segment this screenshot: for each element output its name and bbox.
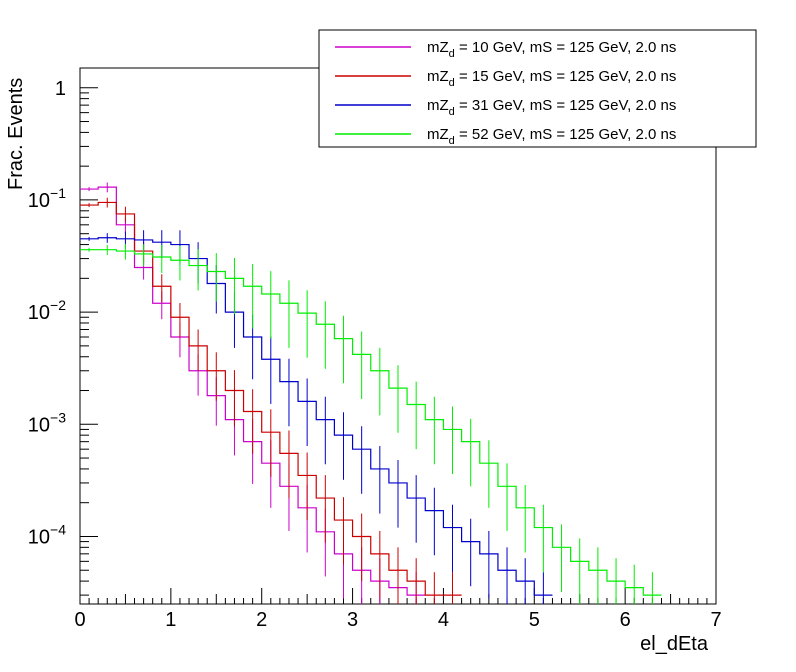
y-tick-label: 10−4 [28,521,66,548]
y-tick-exponent: −1 [50,185,66,201]
y-tick-exponent: −2 [50,297,66,313]
x-tick-label: 2 [256,609,267,631]
y-tick-exponent: −4 [50,521,66,537]
y-tick-mantissa: 10 [28,302,50,324]
legend-label-prefix: mZ [427,97,449,114]
x-axis-title: el_dEta [640,633,709,655]
y-tick-label: 10−3 [28,409,66,436]
series-line [80,237,553,596]
legend-label: mZd = 52 GeV, mS = 125 GeV, 2.0 ns [427,126,676,147]
legend-label-rest: = 15 GeV, mS = 125 GeV, 2.0 ns [455,68,677,85]
x-tick-label: 0 [74,609,85,631]
legend-label-prefix: mZ [427,39,449,56]
legend-label-prefix: mZ [427,68,449,85]
legend-label: mZd = 10 GeV, mS = 125 GeV, 2.0 ns [427,39,676,60]
y-tick-mantissa: 10 [28,414,50,436]
x-tick-label: 4 [438,609,449,631]
legend-label-prefix: mZ [427,126,449,143]
legend-label-subscript: d [449,135,455,147]
y-tick-label: 10−2 [28,297,66,324]
y-tick-label: 1 [55,78,66,100]
y-tick-mantissa: 1 [55,78,66,100]
legend-label-rest: = 10 GeV, mS = 125 GeV, 2.0 ns [455,39,677,56]
x-tick-label: 7 [710,609,721,631]
series-line [80,249,662,596]
y-tick-exponent: −3 [50,409,66,425]
series-3 [80,243,662,604]
y-tick-mantissa: 10 [28,526,50,548]
legend-label: mZd = 15 GeV, mS = 125 GeV, 2.0 ns [427,68,676,89]
legend-label-rest: = 52 GeV, mS = 125 GeV, 2.0 ns [455,126,677,143]
series-2 [80,230,553,604]
legend-label-subscript: d [449,106,455,118]
x-tick-label: 5 [529,609,540,631]
x-tick-label: 1 [165,609,176,631]
legend-box [318,29,757,148]
legend-label-subscript: d [449,77,455,89]
y-axis-title: Frac. Events [5,78,27,190]
legend-label: mZd = 31 GeV, mS = 125 GeV, 2.0 ns [427,97,676,118]
series-layer [80,182,662,604]
x-tick-label: 6 [620,609,631,631]
series-line [80,201,462,596]
legend-label-rest: = 31 GeV, mS = 125 GeV, 2.0 ns [455,97,677,114]
legend-label-subscript: d [449,48,455,60]
y-tick-mantissa: 10 [28,190,50,212]
x-tick-label: 3 [347,609,358,631]
series-1 [80,197,462,604]
y-tick-label: 10−1 [28,185,66,212]
